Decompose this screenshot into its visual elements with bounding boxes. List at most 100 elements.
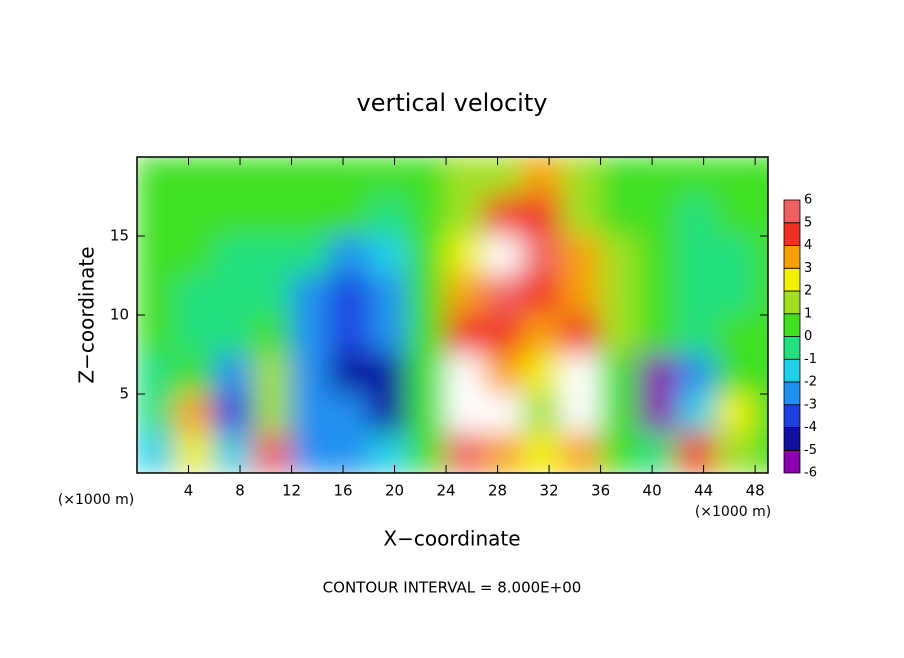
colorbar-swatch xyxy=(783,381,801,406)
field-cell xyxy=(290,274,332,316)
field-cell xyxy=(213,157,254,198)
field-cell xyxy=(483,195,525,237)
field-cell xyxy=(560,235,602,277)
field-cell xyxy=(522,274,563,316)
field-cell xyxy=(599,274,641,316)
field-cell xyxy=(445,393,486,435)
field-cell xyxy=(329,432,370,473)
field-cell xyxy=(213,235,254,277)
colorbar-label: -1 xyxy=(804,352,817,367)
field-cell xyxy=(137,432,177,473)
field-cell xyxy=(445,274,486,316)
field-cell xyxy=(213,274,254,316)
field-cell xyxy=(522,393,563,435)
field-cell xyxy=(599,157,641,198)
field-cell xyxy=(174,157,216,198)
field-cell xyxy=(715,235,757,277)
field-cell xyxy=(599,393,641,435)
colorbar-label: 3 xyxy=(804,261,812,276)
field-cell xyxy=(290,314,332,356)
colorbar-label: -5 xyxy=(804,443,817,458)
colorbar-swatch xyxy=(783,290,801,315)
field-cell xyxy=(329,393,370,435)
field-cell xyxy=(599,314,641,356)
colorbar-label: 5 xyxy=(804,215,812,230)
field-cell xyxy=(715,393,757,435)
field-cell xyxy=(754,195,768,237)
colorbar-swatch xyxy=(783,358,801,383)
colorbar-swatch xyxy=(783,267,801,292)
field-cell xyxy=(406,157,448,198)
field-cell xyxy=(483,353,525,395)
field-cell xyxy=(251,353,293,395)
field-cell xyxy=(367,432,409,473)
field-cell xyxy=(329,195,370,237)
x-tick-label: 32 xyxy=(540,482,559,500)
field-cell xyxy=(445,353,486,395)
field-cell xyxy=(483,235,525,277)
field-cell xyxy=(560,393,602,435)
field-cell xyxy=(367,353,409,395)
x-tick-label: 4 xyxy=(184,482,194,500)
field-cell xyxy=(754,274,768,316)
colorbar-label: -6 xyxy=(804,466,817,481)
field-cell xyxy=(137,314,177,356)
field-cell xyxy=(676,314,718,356)
field-cell xyxy=(599,432,641,473)
field-cell xyxy=(676,353,718,395)
field-cell xyxy=(560,157,602,198)
field-cell xyxy=(290,432,332,473)
field-cell xyxy=(329,157,370,198)
field-cell xyxy=(329,314,370,356)
colorbar-label: 2 xyxy=(804,284,812,299)
field-cell xyxy=(638,195,679,237)
footer: CONTOUR INTERVAL = 8.000E+00 xyxy=(323,579,582,597)
y-tick-label: 10 xyxy=(110,306,129,324)
field-cell xyxy=(251,274,293,316)
field-cell xyxy=(560,274,602,316)
field-cell xyxy=(329,235,370,277)
field-cell xyxy=(174,274,216,316)
colorbar-label: 6 xyxy=(804,193,812,208)
field-cell xyxy=(174,353,216,395)
x-tick-label: 16 xyxy=(333,482,352,500)
field-cell xyxy=(213,314,254,356)
colorbar-swatch xyxy=(783,449,801,474)
field-cell xyxy=(715,195,757,237)
x-tick-label: 48 xyxy=(746,482,765,500)
field-cell xyxy=(367,393,409,435)
field-cell xyxy=(638,274,679,316)
field-cells xyxy=(137,157,768,473)
y-tick-label: 15 xyxy=(110,227,129,245)
field-cell xyxy=(599,353,641,395)
field-cell xyxy=(522,157,563,198)
field-cell xyxy=(483,393,525,435)
field-cell xyxy=(290,157,332,198)
y-tick-label: 5 xyxy=(119,385,129,403)
field-cell xyxy=(638,235,679,277)
field-cell xyxy=(406,314,448,356)
field-cell xyxy=(251,314,293,356)
field-cell xyxy=(638,432,679,473)
colorbar-label: 4 xyxy=(804,238,812,253)
field-cell xyxy=(638,353,679,395)
y-axis-label: Z−coordinate xyxy=(75,246,99,383)
field-cell xyxy=(560,353,602,395)
field-cell xyxy=(483,274,525,316)
field-cell xyxy=(137,353,177,395)
field-cell xyxy=(406,353,448,395)
x-tick-label: 40 xyxy=(643,482,662,500)
field-cell xyxy=(522,353,563,395)
field-cell xyxy=(367,314,409,356)
field-cell xyxy=(638,314,679,356)
field-cell xyxy=(213,393,254,435)
field-cell xyxy=(137,393,177,435)
field-cell xyxy=(483,157,525,198)
field-cell xyxy=(445,314,486,356)
field-cell xyxy=(754,157,768,198)
field-cell xyxy=(676,274,718,316)
field-cell xyxy=(406,393,448,435)
field-cell xyxy=(367,274,409,316)
field-cell xyxy=(406,432,448,473)
